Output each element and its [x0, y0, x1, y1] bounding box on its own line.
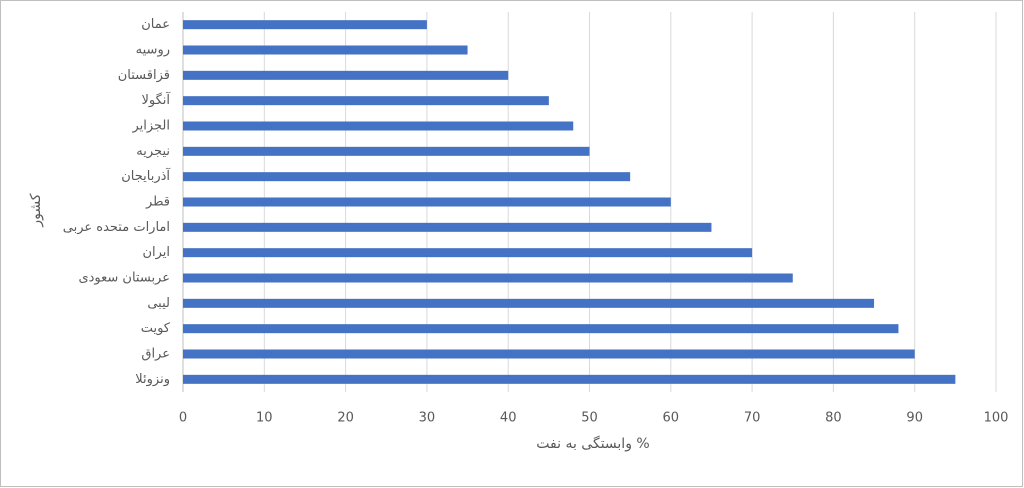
bar: [183, 324, 899, 334]
bar: [183, 172, 631, 182]
y-tick-label: کویت: [141, 321, 171, 336]
bar: [183, 146, 590, 156]
x-tick-label: 80: [825, 411, 842, 426]
x-tick-label: 50: [581, 411, 598, 426]
y-tick-label: عمان: [141, 17, 170, 32]
x-tick-label: 60: [663, 411, 680, 426]
bar: [183, 374, 956, 384]
x-axis-label: وابستگی به نفت %: [536, 435, 649, 452]
y-tick-label: آذربایجان: [121, 167, 171, 184]
y-tick-label: امارات متحده عربی: [63, 220, 170, 235]
y-tick-label: روسیه: [136, 43, 170, 58]
y-tick-label: لیبی: [147, 296, 170, 311]
x-tick-label: 20: [337, 411, 354, 426]
x-tick-label: 10: [256, 411, 273, 426]
y-tick-label: قطر: [145, 195, 170, 210]
bar: [183, 45, 468, 55]
bar: [183, 222, 712, 232]
y-tick-label: آنگولا: [141, 91, 171, 108]
bar: [183, 121, 574, 131]
x-tick-label: 40: [500, 411, 517, 426]
y-tick-label: قزاقستان: [118, 68, 170, 83]
x-tick-label: 90: [906, 411, 923, 426]
y-tick-label: عراق: [141, 347, 170, 362]
y-tick-label: الجزایر: [131, 119, 170, 134]
bar: [183, 273, 793, 283]
y-tick-label: ونزوئلا: [135, 372, 170, 387]
x-tick-label: 30: [419, 411, 436, 426]
bar: [183, 298, 875, 308]
bar: [183, 20, 427, 30]
y-axis-label: کشور: [28, 193, 44, 227]
y-tick-label: عربستان سعودی: [78, 271, 170, 286]
y-tick-label: نیجریه: [136, 144, 170, 159]
bar: [183, 349, 915, 359]
bar: [183, 96, 549, 106]
x-tick-label: 70: [744, 411, 761, 426]
bar: [183, 70, 509, 80]
y-tick-label: ایران: [142, 245, 170, 260]
x-tick-label: 0: [179, 411, 187, 426]
bar: [183, 248, 753, 258]
x-tick-label: 100: [984, 411, 1009, 426]
bar: [183, 197, 671, 207]
